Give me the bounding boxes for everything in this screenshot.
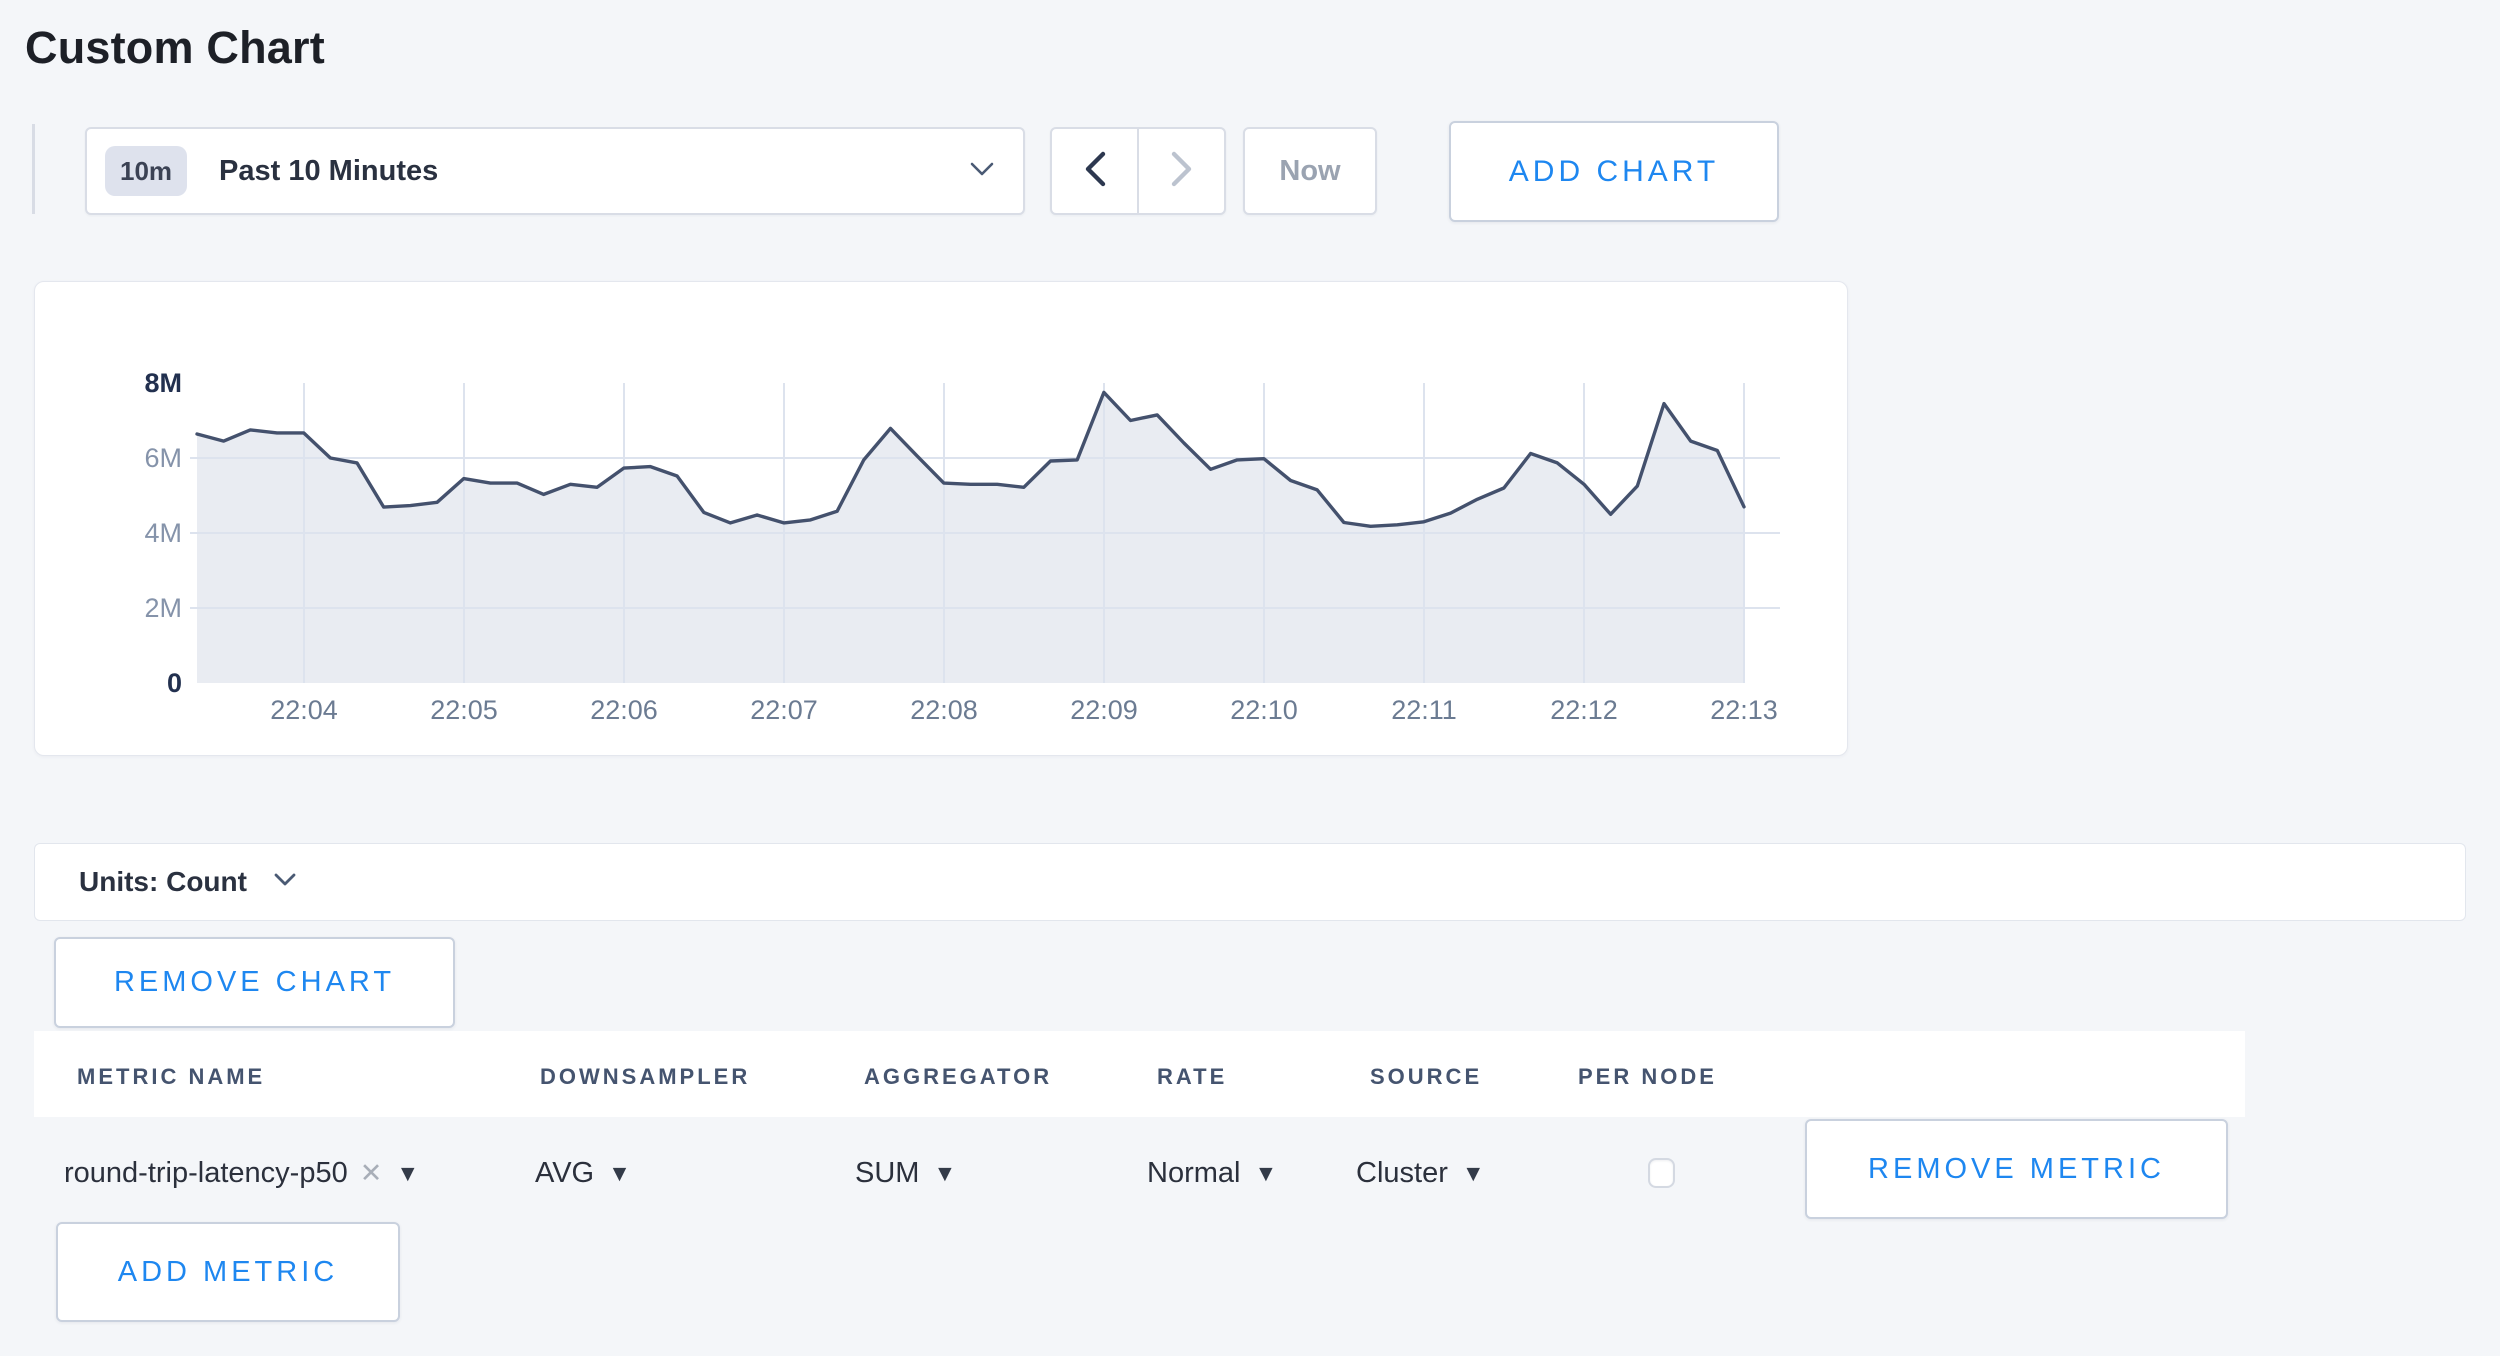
remove-metric-label: REMOVE METRIC — [1868, 1152, 2165, 1185]
svg-text:22:06: 22:06 — [590, 695, 658, 725]
svg-text:22:12: 22:12 — [1550, 695, 1618, 725]
rate-value: Normal — [1147, 1156, 1241, 1189]
svg-text:8M: 8M — [144, 368, 182, 398]
now-button-label: Now — [1279, 154, 1341, 187]
source-select[interactable]: Cluster ▼ — [1356, 1152, 1485, 1194]
svg-text:22:10: 22:10 — [1230, 695, 1298, 725]
svg-text:0: 0 — [167, 668, 182, 698]
svg-text:22:11: 22:11 — [1391, 695, 1457, 725]
svg-text:22:09: 22:09 — [1070, 695, 1138, 725]
column-header-downsampler: DOWNSAMPLER — [540, 1064, 751, 1089]
dropdown-caret-icon: ▼ — [608, 1159, 631, 1186]
svg-text:6M: 6M — [144, 443, 182, 473]
rate-select[interactable]: Normal ▼ — [1147, 1152, 1277, 1194]
column-header-metric-name: METRIC NAME — [77, 1064, 266, 1089]
next-timespan-button[interactable] — [1137, 129, 1224, 213]
column-header-source: SOURCE — [1370, 1064, 1483, 1089]
prev-timespan-button[interactable] — [1052, 129, 1137, 213]
clear-metric-icon[interactable]: ✕ — [359, 1157, 383, 1188]
add-metric-button[interactable]: ADD METRIC — [56, 1222, 400, 1322]
dropdown-caret-icon: ▼ — [1461, 1159, 1485, 1186]
time-range-dropdown[interactable]: 10m Past 10 Minutes — [85, 127, 1025, 215]
toolbar-left-divider — [32, 124, 35, 214]
time-pager — [1050, 127, 1226, 215]
add-metric-label: ADD METRIC — [117, 1255, 339, 1288]
chevron-right-icon — [1169, 150, 1195, 193]
time-range-badge: 10m — [105, 146, 188, 196]
column-header-per-node: PER NODE — [1578, 1064, 1717, 1089]
source-value: Cluster — [1356, 1156, 1448, 1189]
page-title: Custom Chart — [25, 22, 325, 73]
now-button[interactable]: Now — [1243, 127, 1377, 215]
remove-chart-label: REMOVE CHART — [113, 966, 396, 998]
time-range-label: Past 10 Minutes — [219, 154, 439, 187]
downsampler-select[interactable]: AVG ▼ — [535, 1152, 631, 1194]
remove-metric-button[interactable]: REMOVE METRIC — [1805, 1119, 2228, 1219]
metric-name-select[interactable]: round-trip-latency-p50 ✕ ▼ — [64, 1152, 419, 1194]
chevron-down-icon — [273, 872, 297, 892]
dropdown-caret-icon: ▼ — [396, 1159, 420, 1186]
remove-chart-button[interactable]: REMOVE CHART — [54, 937, 455, 1028]
chevron-down-icon — [969, 161, 995, 182]
dropdown-caret-icon: ▼ — [1254, 1159, 1278, 1186]
metric-name-value: round-trip-latency-p50 — [64, 1156, 348, 1189]
svg-text:22:13: 22:13 — [1710, 695, 1778, 725]
add-chart-label: ADD CHART — [1508, 154, 1720, 188]
timeseries-chart: 22:04 22:05 22:06 22:07 22:08 22:09 22:10 22:11… — [144, 368, 1780, 725]
units-dropdown[interactable]: Units: Count — [34, 843, 2466, 921]
svg-text:22:07: 22:07 — [750, 695, 818, 725]
downsampler-value: AVG — [535, 1156, 595, 1189]
column-header-aggregator: AGGREGATOR — [864, 1064, 1053, 1089]
svg-text:22:08: 22:08 — [910, 695, 978, 725]
per-node-checkbox[interactable] — [1648, 1158, 1675, 1188]
column-header-rate: RATE — [1157, 1064, 1228, 1089]
chart-panel: 22:04 22:05 22:06 22:07 22:08 22:09 22:10 22:11… — [34, 281, 1848, 756]
dropdown-caret-icon: ▼ — [933, 1159, 957, 1186]
aggregator-select[interactable]: SUM ▼ — [855, 1152, 956, 1194]
svg-text:2M: 2M — [144, 593, 182, 623]
svg-text:22:04: 22:04 — [270, 695, 338, 725]
add-chart-button[interactable]: ADD CHART — [1449, 121, 1779, 222]
svg-text:4M: 4M — [144, 518, 182, 548]
units-label: Units: Count — [79, 866, 247, 897]
svg-text:22:05: 22:05 — [430, 695, 498, 725]
aggregator-value: SUM — [855, 1156, 920, 1189]
metrics-table-header — [34, 1031, 2245, 1117]
chevron-left-icon — [1082, 150, 1108, 193]
